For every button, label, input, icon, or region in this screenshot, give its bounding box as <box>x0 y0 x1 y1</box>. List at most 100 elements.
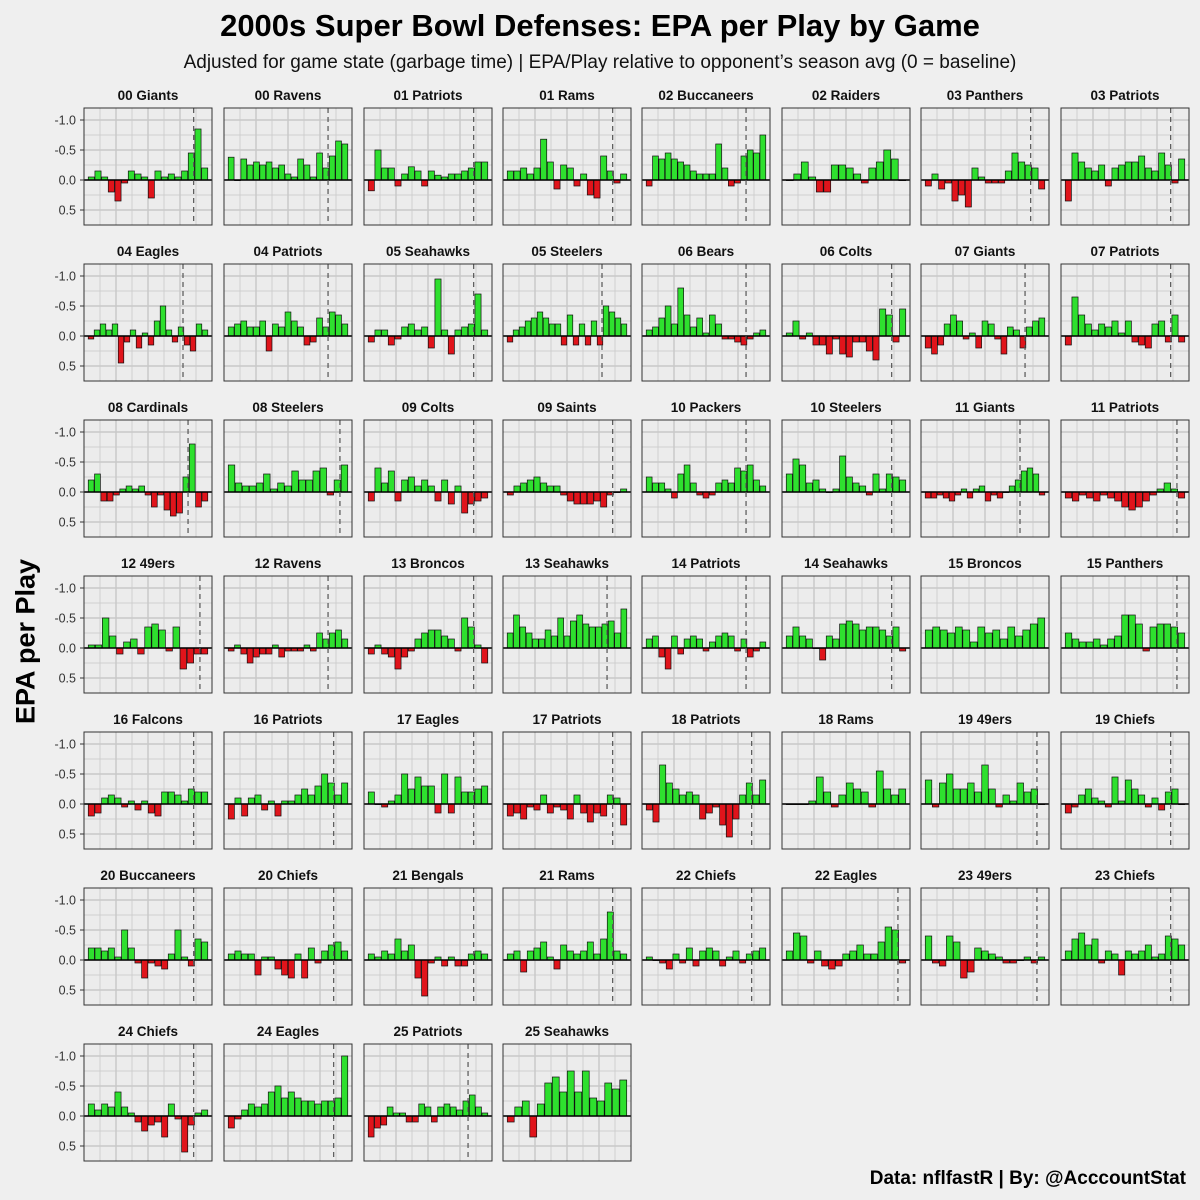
bar-game-9 <box>278 164 285 181</box>
bar-game-5 <box>1091 938 1099 961</box>
bar-game-17 <box>746 149 754 181</box>
bar-game-20 <box>620 323 628 337</box>
bar-game-7 <box>828 959 836 970</box>
y-tick-label: 0.0 <box>59 330 76 344</box>
bar-game-17 <box>200 647 209 655</box>
bar-game-10 <box>1124 950 1132 961</box>
bar-game-3 <box>659 764 667 805</box>
bar-game-14 <box>728 179 735 187</box>
bar-game-2 <box>374 329 382 337</box>
bar-game-13 <box>1000 335 1008 355</box>
bar-game-6 <box>261 1103 269 1117</box>
bar-game-16 <box>898 788 907 805</box>
bar-game-12 <box>715 635 722 649</box>
panel-title: 18 Patriots <box>671 712 740 727</box>
bar-game-15 <box>1163 482 1171 493</box>
facet-panel-45: 22 Chiefs <box>641 868 771 1006</box>
bar-game-17 <box>607 620 615 649</box>
bar-game-17 <box>752 950 760 961</box>
bar-game-14 <box>165 329 173 337</box>
bar-game-3 <box>658 482 666 493</box>
bar-game-12 <box>580 950 588 961</box>
panel-title: 02 Buccaneers <box>658 88 753 103</box>
panel-title: 21 Bengals <box>392 868 463 883</box>
bar-game-1 <box>506 803 514 817</box>
bar-game-15 <box>1158 152 1166 181</box>
bar-game-17 <box>1171 788 1179 805</box>
bar-game-12 <box>580 491 588 505</box>
bar-game-13 <box>721 632 729 649</box>
bar-game-13 <box>865 626 873 649</box>
bar-game-12 <box>161 1115 169 1138</box>
bar-game-10 <box>284 311 292 337</box>
bar-game-9 <box>135 335 143 349</box>
bar-game-14 <box>1151 170 1159 181</box>
bar-game-7 <box>683 464 691 493</box>
bar-game-15 <box>739 794 747 805</box>
bar-game-7 <box>407 788 415 805</box>
bar-game-15 <box>890 158 899 181</box>
bar-game-12 <box>863 953 871 961</box>
y-tick-label: -0.5 <box>54 612 76 626</box>
bar-game-14 <box>584 335 592 346</box>
bar-game-11 <box>1135 491 1143 508</box>
bar-game-17 <box>334 941 342 961</box>
data-caption: Data: nflfastR | By: @AcccountStat <box>869 1168 1186 1189</box>
bar-game-3 <box>242 485 250 493</box>
bar-game-11 <box>434 491 442 502</box>
bar-game-4 <box>246 164 254 181</box>
bar-game-6 <box>540 941 548 961</box>
bar-game-14 <box>593 953 601 961</box>
panel-border <box>1060 887 1190 1006</box>
bar-game-12 <box>441 635 449 649</box>
bar-game-4 <box>524 320 532 337</box>
bar-game-12 <box>441 329 449 337</box>
panel-title: 11 Giants <box>955 400 1015 415</box>
bar-game-3 <box>1078 314 1086 337</box>
panel-title: 06 Colts <box>820 244 873 259</box>
bar-game-11 <box>988 323 995 337</box>
bar-game-13 <box>1144 167 1152 181</box>
y-tick-label: 0.0 <box>59 174 76 188</box>
facet-panel-34: 16 Patriots <box>223 712 353 850</box>
facet-panel-1: 00 Giants -1.0 -0.5 0.0 0.5 <box>54 88 213 226</box>
bar-game-5 <box>671 635 678 649</box>
panel-border <box>363 1043 493 1162</box>
bar-game-11 <box>294 794 302 805</box>
panel-border <box>83 575 213 694</box>
bar-game-13 <box>307 1100 315 1117</box>
bar-game-10 <box>566 950 574 961</box>
panel-border <box>920 263 1050 382</box>
bar-game-2 <box>932 626 941 649</box>
bar-game-10 <box>566 167 574 181</box>
bar-game-2 <box>514 1106 523 1117</box>
bar-game-12 <box>1138 155 1146 181</box>
panel-border <box>502 419 632 538</box>
bar-game-13 <box>725 803 733 838</box>
bar-game-9 <box>839 455 847 493</box>
bar-game-9 <box>421 959 429 997</box>
panel-border <box>363 731 493 850</box>
bar-game-12 <box>589 1097 598 1117</box>
bar-game-18 <box>481 329 489 337</box>
bar-game-2 <box>513 950 521 961</box>
bar-game-1 <box>367 1115 375 1138</box>
bar-game-7 <box>683 164 691 181</box>
bar-game-13 <box>586 179 594 196</box>
bar-game-10 <box>845 476 853 493</box>
bar-game-14 <box>454 776 462 805</box>
panel-border <box>83 731 213 850</box>
bar-game-13 <box>586 941 594 961</box>
bar-game-12 <box>441 959 449 967</box>
bar-game-5 <box>394 179 402 187</box>
y-tick-label: -0.5 <box>54 300 76 314</box>
bar-game-11 <box>1131 788 1139 805</box>
panel-border <box>920 731 1050 850</box>
bar-game-1 <box>1064 950 1072 961</box>
panel-border <box>781 731 911 850</box>
bar-game-18 <box>614 632 621 649</box>
bar-game-11 <box>852 482 860 493</box>
panel-border <box>641 731 771 850</box>
bar-game-6 <box>401 326 409 337</box>
bar-game-7 <box>407 166 415 181</box>
